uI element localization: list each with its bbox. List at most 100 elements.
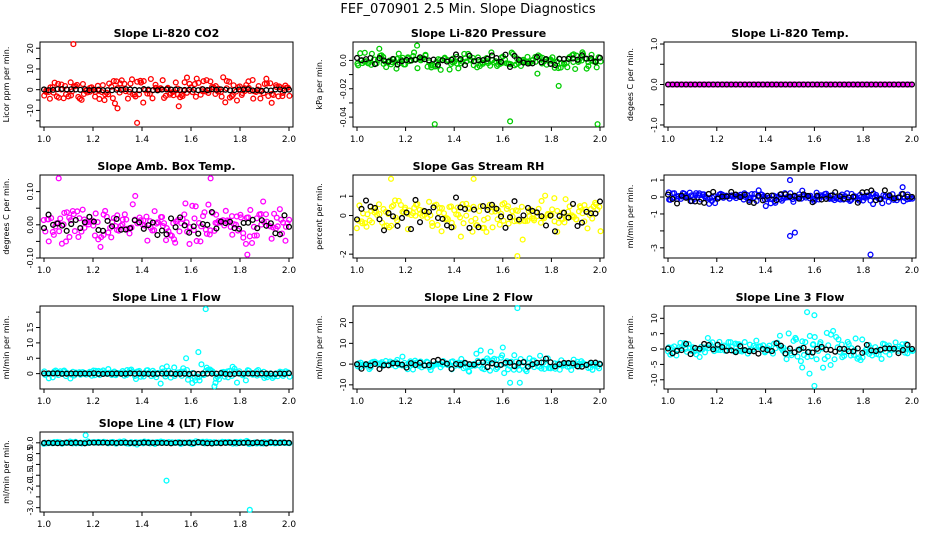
data-point — [62, 238, 70, 245]
x-tick-label: 1.0 — [350, 135, 365, 145]
data-point — [404, 226, 411, 233]
reference-point — [398, 361, 406, 368]
data-point — [808, 353, 815, 360]
x-tick-label: 1.0 — [37, 135, 52, 145]
y-tick-label: -1.5 — [26, 467, 35, 483]
data-point — [136, 367, 143, 374]
data-point — [45, 238, 52, 245]
data-point — [268, 99, 275, 106]
data-point — [274, 223, 281, 230]
reference-point — [204, 221, 211, 228]
data-point — [783, 356, 790, 363]
data-point-outlier — [516, 379, 523, 386]
x-tick-label: 1.4 — [447, 135, 462, 145]
data-point-outlier — [806, 370, 813, 377]
data-point — [228, 213, 235, 220]
data-point — [159, 213, 166, 221]
data-point — [210, 369, 217, 376]
y-axis-label: ml/min per min. — [2, 316, 11, 380]
reference-point — [443, 360, 451, 367]
data-point-outlier — [244, 251, 251, 258]
data-point — [392, 197, 399, 204]
panel-2: Slope Li-820 Pressure kPa per min. 1.0 1.2 1… — [315, 27, 607, 145]
data-point — [233, 379, 241, 386]
reference-series — [40, 370, 293, 378]
y-tick-label: 1 — [339, 194, 348, 199]
reference-point — [569, 360, 577, 367]
data-point — [501, 370, 508, 377]
reference-point — [809, 349, 816, 356]
x-tick-label: 2.0 — [282, 266, 297, 276]
x-tick-label: 1.8 — [544, 397, 559, 407]
reference-point — [750, 199, 757, 206]
reference-point — [818, 343, 825, 350]
reference-series — [353, 194, 604, 235]
reference-point — [795, 195, 803, 202]
reference-point — [497, 58, 505, 65]
reference-point — [425, 362, 433, 369]
data-point — [397, 201, 404, 209]
data-point — [132, 375, 140, 382]
reference-point — [823, 195, 830, 202]
x-tick-label: 1.6 — [496, 397, 511, 407]
reference-point — [145, 222, 152, 229]
x-tick-label: 1.6 — [184, 266, 199, 276]
data-point — [140, 99, 147, 106]
reference-point — [515, 216, 523, 223]
reference-series — [40, 85, 293, 94]
x-tick-label: 2.0 — [905, 397, 920, 407]
panel-title: Slope Line 1 Flow — [112, 291, 221, 304]
data-point — [466, 368, 473, 375]
data-point — [593, 64, 600, 71]
reference-point — [773, 197, 780, 204]
data-point — [251, 232, 258, 239]
data-point — [436, 204, 443, 211]
y-tick-label: -2.0 — [26, 478, 35, 494]
reference-point — [899, 347, 907, 354]
data-point — [242, 377, 249, 384]
data-point — [271, 210, 278, 217]
reference-series — [664, 81, 916, 88]
reference-point — [768, 348, 775, 355]
y-tick-label: 1.0 — [650, 38, 659, 51]
panel-3: Slope Li-820 Temp. degees C per min. 1.0 1.… — [626, 27, 919, 145]
data-point — [151, 227, 158, 234]
data-point-outlier — [867, 251, 874, 258]
reference-point — [190, 223, 197, 230]
data-point — [237, 214, 244, 221]
data-point — [474, 54, 482, 61]
data-point — [108, 234, 115, 241]
data-point — [159, 77, 166, 84]
data-point — [270, 91, 277, 99]
data-point — [538, 365, 545, 372]
panel-title: Slope Li-820 CO2 — [114, 27, 220, 40]
reference-point — [358, 205, 365, 212]
y-tick-label: -1 — [650, 210, 659, 218]
data-point — [101, 97, 108, 104]
data-point — [709, 339, 716, 346]
data-point — [469, 228, 476, 235]
data-point — [458, 355, 465, 363]
data-point — [878, 355, 885, 362]
reference-point — [68, 220, 75, 228]
y-axis-label: degrees C per min. — [2, 178, 11, 254]
data-point — [242, 240, 249, 247]
data-point — [186, 224, 194, 231]
reference-point — [596, 361, 604, 368]
reference-point — [484, 363, 491, 371]
data-point — [136, 91, 143, 98]
data-point — [584, 225, 591, 232]
data-point — [176, 228, 183, 235]
reference-point — [466, 52, 473, 59]
data-point — [205, 89, 212, 96]
data-point — [97, 243, 104, 250]
plot-frame — [663, 174, 917, 259]
data-point — [57, 215, 64, 222]
reference-point — [683, 194, 690, 201]
reference-point — [755, 192, 762, 199]
data-point — [193, 237, 200, 245]
x-tick-label: 2.0 — [593, 266, 608, 276]
reference-point — [416, 359, 424, 366]
data-point — [460, 220, 467, 227]
